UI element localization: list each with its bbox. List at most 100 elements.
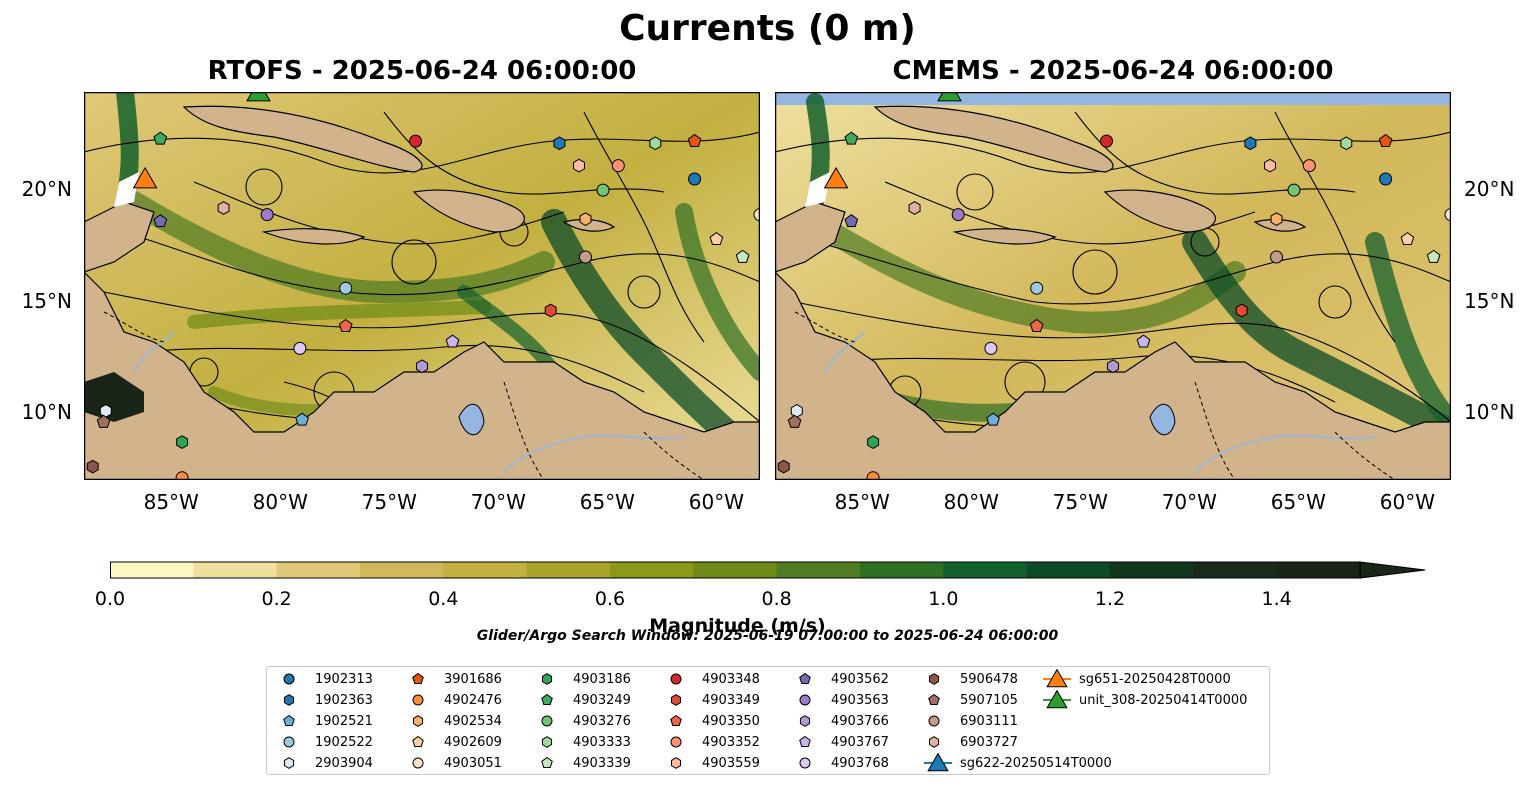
float-marker-4903768	[293, 341, 307, 355]
float-marker-4903766	[416, 359, 428, 374]
x-tick-label: 65°W	[579, 490, 635, 514]
legend-label: sg622-20250514T0000	[960, 755, 1112, 771]
colorbar-tick-label: 0.6	[594, 588, 626, 610]
legend-marker-pentagon	[799, 735, 811, 747]
legend-item: 4902534	[408, 711, 502, 731]
float-marker-1902363	[553, 136, 566, 151]
legend-item: 4903766	[795, 711, 889, 731]
float-marker-4903559	[1264, 158, 1276, 173]
lake-maracaibo	[458, 404, 485, 435]
legend-label: 4903333	[573, 734, 631, 750]
colorbar-segment	[193, 562, 278, 578]
glider-marker-sg651-20250428T0000	[823, 166, 849, 189]
float-marker-4903350	[1029, 318, 1044, 332]
legend-label: unit_308-20250414T0000	[1079, 692, 1248, 708]
float-marker-6903111	[1270, 250, 1283, 264]
legend-item: 5906478	[924, 669, 1018, 689]
panel-title-rtofs: RTOFS - 2025-06-24 06:00:00	[207, 56, 637, 86]
colorbar-title: Magnitude (m/s)	[649, 615, 826, 637]
legend-label: 3901686	[444, 671, 502, 687]
legend-label: sg651-20250428T0000	[1079, 671, 1231, 687]
float-marker-1902521	[986, 412, 1000, 426]
legend-item: 4903768	[795, 753, 889, 773]
x-tick-label: 60°W	[1379, 490, 1435, 514]
legend-item: 4903186	[537, 669, 631, 689]
legend-item: 4903559	[666, 753, 760, 773]
colorbar-segment	[1110, 562, 1194, 578]
legend-item: 1902522	[279, 732, 373, 752]
float-marker-4903249	[844, 131, 859, 145]
float-marker-4903333	[1340, 136, 1353, 151]
legend-item: 4903350	[666, 711, 760, 731]
legend-marker-circle	[799, 757, 811, 769]
float-marker-4903348	[1100, 134, 1113, 148]
legend-marker-hexagon	[541, 736, 553, 748]
legend-item: 4903339	[537, 753, 631, 773]
x-tick-label: 70°W	[1161, 490, 1217, 514]
colorbar-outline	[110, 561, 1361, 579]
colorbar-segment	[1026, 562, 1111, 578]
legend-marker-hexagon	[283, 757, 295, 769]
colorbar-segment	[443, 562, 528, 578]
float-marker-4903339	[735, 249, 750, 263]
legend-item: sg622-20250514T0000	[924, 753, 1112, 773]
legend-label: 5907105	[960, 692, 1018, 708]
legend-label: 4903559	[702, 755, 760, 771]
legend-item: 4903349	[666, 690, 760, 710]
y-tick-label: 10°N	[1464, 400, 1515, 425]
legend-marker-pentagon	[799, 672, 811, 684]
legend-marker-pentagon	[283, 714, 295, 726]
legend-item: 4903352	[666, 732, 760, 752]
legend-label: 1902313	[315, 671, 373, 687]
legend-marker-pentagon	[412, 735, 424, 747]
legend-label: 4903352	[702, 734, 760, 750]
float-marker-4902609	[709, 231, 724, 246]
x-tick-label: 75°W	[361, 490, 417, 514]
float-marker-1902521	[295, 412, 309, 426]
float-marker-4903562	[153, 214, 168, 228]
float-marker-4903766	[1107, 359, 1119, 374]
legend-label: 4903563	[831, 692, 889, 708]
legend-marker-circle	[412, 757, 424, 769]
float-marker-4903276	[1287, 183, 1301, 197]
float-marker-4903186	[867, 435, 880, 449]
observation-markers	[777, 92, 1451, 480]
legend-label: 6903727	[960, 734, 1018, 750]
land	[84, 105, 760, 480]
glider-marker-unit_308-20250414T0000	[246, 92, 271, 102]
legend-marker-circle	[799, 694, 811, 706]
float-marker-4902476	[175, 471, 189, 480]
legend-label: 4903768	[831, 755, 889, 771]
float-marker-5906478	[86, 459, 99, 474]
colorbar	[110, 561, 1426, 579]
legend-label: 1902522	[315, 734, 373, 750]
legend-item: 1902363	[279, 690, 373, 710]
legend-marker-hexagon	[541, 673, 553, 685]
legend-label: 4902476	[444, 692, 502, 708]
legend-item: 4903276	[537, 711, 631, 731]
legend-label: 4902609	[444, 734, 502, 750]
x-tick-label: 85°W	[834, 490, 890, 514]
legend-item: 4903249	[537, 690, 631, 710]
legend-item: 5907105	[924, 690, 1018, 710]
colorbar-tick-label: 0.2	[261, 588, 292, 610]
y-tick-label: 10°N	[21, 400, 72, 425]
colorbar-segment	[860, 562, 944, 578]
float-marker-4903333	[649, 136, 662, 151]
float-marker-4903051	[1444, 208, 1451, 222]
x-tick-label: 65°W	[1270, 490, 1326, 514]
lake-maracaibo	[1149, 404, 1176, 435]
colorbar-segment	[693, 562, 778, 578]
legend-item: unit_308-20250414T0000	[1043, 690, 1247, 710]
float-marker-5907105	[96, 414, 111, 428]
legend-item: 1902313	[279, 669, 373, 689]
colorbar-segment	[610, 562, 694, 578]
colorbar-tick-label: 1.2	[1094, 588, 1126, 610]
masked-band	[775, 92, 1451, 105]
legend-label: 1902363	[315, 692, 373, 708]
float-marker-1902522	[1030, 281, 1044, 295]
float-marker-3901686	[1378, 133, 1393, 147]
float-marker-5906478	[777, 459, 790, 474]
map-frame	[84, 92, 760, 480]
float-marker-4902609	[1400, 231, 1415, 246]
